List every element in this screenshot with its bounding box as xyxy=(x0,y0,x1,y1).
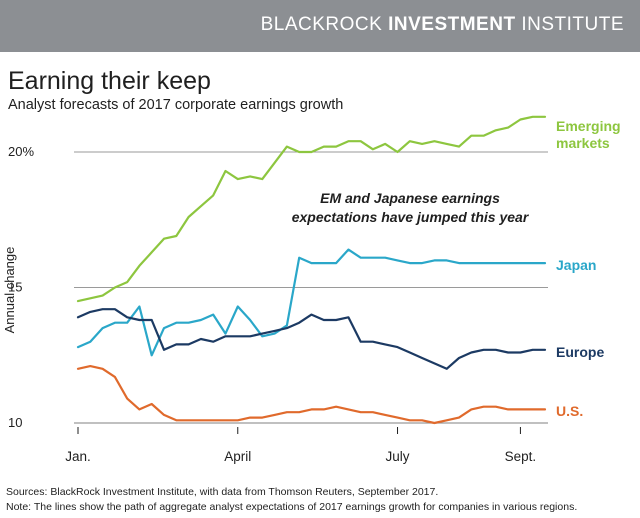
chart-footer: Sources: BlackRock Investment Institute,… xyxy=(6,485,577,515)
annotation-line-1: EM and Japanese earnings xyxy=(320,190,500,206)
methodology-note: Note: The lines show the path of aggrega… xyxy=(6,501,578,513)
sources-note: Sources: BlackRock Investment Institute,… xyxy=(6,486,439,498)
x-tick-label: July xyxy=(386,449,410,464)
series-line-emerging-markets xyxy=(76,115,547,303)
series-label-japan: Japan xyxy=(556,257,596,273)
x-tick-label: Sept. xyxy=(505,449,537,464)
series-line-japan xyxy=(76,248,547,357)
x-tick-label: Jan. xyxy=(65,449,91,464)
series-line-u-s xyxy=(76,365,547,425)
y-tick-label: 20% xyxy=(8,144,34,159)
chart-subtitle: Analyst forecasts of 2017 corporate earn… xyxy=(8,97,344,113)
header-banner: BLACKROCK INVESTMENT INSTITUTE xyxy=(0,0,640,52)
chart-title: Earning their keep xyxy=(8,67,211,95)
series-label-u-s: U.S. xyxy=(556,403,583,419)
annotation-line-2: expectations have jumped this year xyxy=(292,209,530,225)
series-label-emerging-markets: markets xyxy=(556,135,610,151)
series-label-emerging-markets: Emerging xyxy=(556,118,621,134)
series-label-europe: Europe xyxy=(556,344,604,360)
x-tick-label: April xyxy=(224,449,251,464)
line-chart: 10 15 20% Annual change Jan. April July Sept. EM… xyxy=(2,115,621,464)
y-tick-label: 10 xyxy=(8,415,22,430)
series-line-europe xyxy=(76,308,547,370)
y-axis-label: Annual change xyxy=(2,247,17,334)
y-tick-label: 15 xyxy=(8,280,22,295)
brand-logo: BLACKROCK INVESTMENT INSTITUTE xyxy=(260,14,624,35)
